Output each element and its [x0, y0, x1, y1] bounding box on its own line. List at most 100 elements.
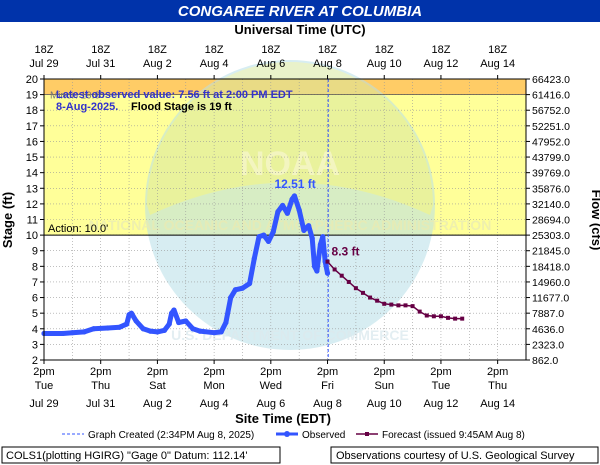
observed-point — [81, 329, 87, 335]
observed-point — [232, 287, 238, 293]
svg-text:NATIONAL OCEANIC AND ATMOSPHER: NATIONAL OCEANIC AND ATMOSPHERIC ADMINIS… — [89, 217, 492, 233]
y-tick-label: 8 — [32, 261, 38, 273]
x-tick-label-time: 2pm — [147, 366, 168, 378]
observed-point — [197, 328, 203, 334]
axes: 2 862.03 2323.04 4636.05 7887.06 11677.07 1496… — [26, 44, 570, 410]
legend-forecast-marker — [365, 432, 369, 436]
x-tick-label-time: 2pm — [374, 366, 395, 378]
observed-point — [176, 319, 182, 326]
y-tick-label: 18 — [26, 105, 38, 117]
x-tick-label-time: 2pm — [487, 366, 508, 378]
observed-point — [246, 280, 253, 287]
y-right-tick-label: 7887.0 — [532, 308, 564, 320]
x-tick-label-time: 2pm — [430, 366, 451, 378]
top-tick-label-time: 18Z — [148, 44, 167, 56]
top-tick-label-time: 18Z — [35, 44, 54, 56]
y-right-tick-label: 4636.0 — [532, 324, 564, 336]
observed-point — [161, 327, 168, 333]
peak-value-label: 12.51 ft — [274, 177, 315, 191]
observed-point — [140, 326, 146, 332]
top-tick-label-time: 18Z — [488, 44, 507, 56]
x-tick-label-day: Sun — [374, 380, 394, 392]
forecast-point — [453, 316, 458, 321]
observed-point — [117, 324, 123, 330]
observed-point — [265, 238, 272, 244]
observed-point — [133, 318, 139, 324]
x-tick-label-day: Thu — [488, 380, 507, 392]
latest-observed-line1: Latest observed value: 7.56 ft at 2:00 P… — [56, 89, 293, 101]
svg-text:U.S. DEPARTMENT OF COMMERCE: U.S. DEPARTMENT OF COMMERCE — [171, 327, 409, 343]
y-tick-label: 2 — [32, 355, 38, 367]
observed-point — [275, 209, 281, 215]
observed-point — [314, 268, 320, 274]
y-tick-label: 14 — [26, 168, 38, 180]
action-stage-label: Action: 10.0' — [48, 223, 108, 235]
y-tick-label: 7 — [32, 277, 38, 289]
y-right-tick-label: 25303.0 — [532, 230, 570, 242]
y-right-tick-label: 47952.0 — [532, 136, 570, 148]
chart-title: CONGAREE RIVER AT COLUMBIA — [178, 3, 422, 20]
observed-point — [239, 285, 246, 291]
top-tick-label-date: Aug 6 — [256, 58, 285, 70]
x-tick-label-time: 2pm — [33, 366, 54, 378]
y-tick-label: 20 — [26, 74, 38, 86]
observed-point — [291, 193, 298, 199]
legend-forecast-label: Forecast (issued 9:45AM Aug 8) — [382, 430, 525, 441]
legend-created-label: Graph Created (2:34PM Aug 8, 2025) — [88, 430, 254, 441]
observed-point — [91, 326, 97, 332]
legend-observed-label: Observed — [302, 430, 345, 441]
forecast-point — [389, 302, 394, 307]
top-tick-label-time: 18Z — [375, 44, 394, 56]
x-tick-label-date: Aug 2 — [143, 398, 172, 410]
footer-right-box — [330, 446, 599, 464]
top-tick-label-date: Aug 8 — [313, 58, 342, 70]
minor-stage-label: Minor: 19.0' — [50, 91, 102, 102]
observed-point — [284, 210, 290, 216]
y-axis-title: Stage (ft) — [0, 192, 15, 248]
latest-observed-line2: 8-Aug-2025. — [56, 101, 118, 113]
forecast-point — [375, 298, 380, 303]
forecast-point — [403, 303, 408, 308]
x-tick-label-day: Mon — [203, 380, 224, 392]
x-tick-label-time: 2pm — [203, 366, 224, 378]
forecast-point — [353, 286, 358, 291]
y-right-tick-label: 43799.0 — [532, 152, 570, 164]
observed-point — [270, 229, 276, 235]
y-tick-label: 10 — [26, 230, 38, 242]
x-tick-label-day: Thu — [91, 380, 110, 392]
top-axis-title: Universal Time (UTC) — [234, 22, 365, 37]
top-tick-label-date: Aug 10 — [367, 58, 402, 70]
top-tick-label-time: 18Z — [205, 44, 224, 56]
y-tick-label: 13 — [26, 183, 38, 195]
legend: Graph Created (2:34PM Aug 8, 2025) Obser… — [62, 430, 525, 441]
y-right-tick-label: 61416.0 — [532, 90, 570, 102]
y-right-tick-label: 862.0 — [532, 355, 558, 367]
top-tick-label-time: 18Z — [431, 44, 450, 56]
x-tick-label-day: Tue — [432, 380, 451, 392]
x-tick-label-date: Aug 4 — [200, 398, 229, 410]
observed-point — [166, 321, 172, 327]
y-right-tick-label: 52251.0 — [532, 121, 570, 133]
x-tick-label-date: Jul 29 — [29, 398, 58, 410]
observed-point — [211, 330, 217, 336]
footer-left-box — [1, 446, 281, 464]
chart-grid — [43, 78, 527, 361]
y-right-tick-label: 21845.0 — [532, 246, 570, 258]
x-axis-title: Site Time (EDT) — [235, 411, 331, 426]
observed-point — [147, 328, 153, 334]
y-right-tick-label: 56752.0 — [532, 105, 570, 117]
observed-point — [296, 207, 302, 213]
flood-stage-text: Flood Stage is 19 ft — [131, 101, 232, 113]
title-bar — [0, 0, 600, 22]
x-tick-label-date: Aug 6 — [256, 398, 285, 410]
observed-point — [218, 329, 224, 335]
observed-point — [261, 232, 267, 238]
y-tick-label: 16 — [26, 136, 38, 148]
x-tick-label-day: Sat — [149, 380, 166, 392]
observed-point — [171, 307, 177, 313]
flood-stage-lines — [44, 79, 526, 360]
observed-point — [69, 330, 75, 336]
forecast-point — [438, 314, 443, 319]
forecast-point — [360, 290, 365, 295]
